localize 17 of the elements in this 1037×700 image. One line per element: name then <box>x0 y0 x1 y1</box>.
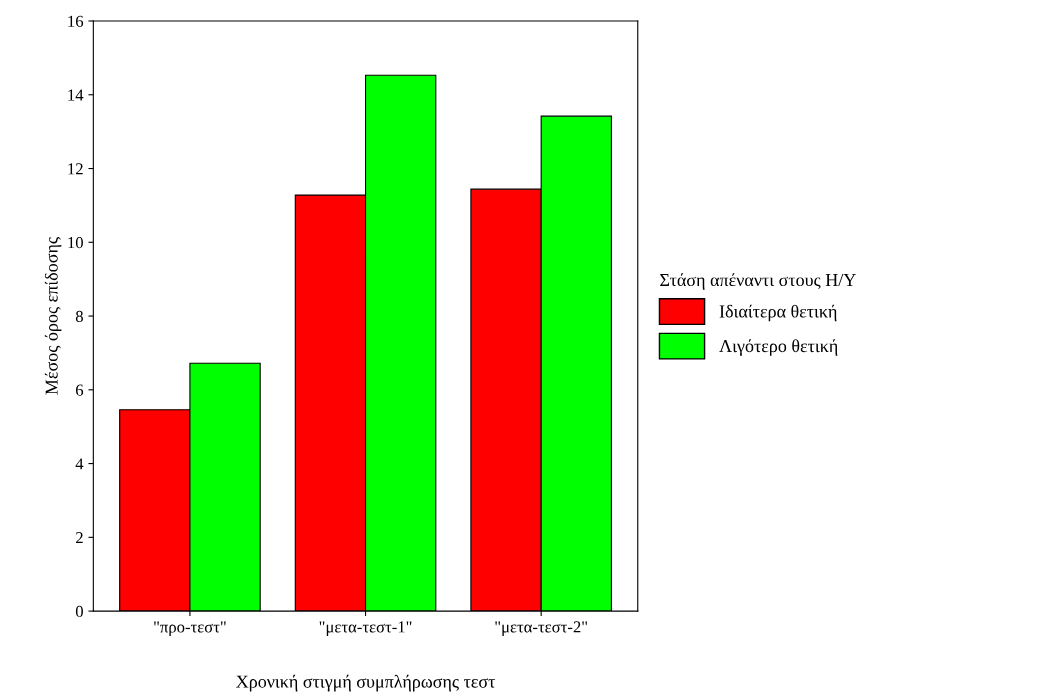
x-tick-label: "προ-τεστ" <box>154 621 226 636</box>
y-tick-label: 0 <box>75 605 83 618</box>
legend-title: Στάση απέναντι στους Η/Υ <box>660 273 856 290</box>
y-tick-label: 16 <box>68 15 84 27</box>
y-tick-label: 10 <box>68 236 83 249</box>
legend-label: Ιδιαίτερα θετική <box>719 304 837 322</box>
y-tick-label: 2 <box>76 532 83 544</box>
y-tick-label: 14 <box>68 89 84 101</box>
y-tick-label: 4 <box>75 458 84 470</box>
x-axis-title: Χρονική στιγμή συμπλήρωσης τεστ <box>236 674 495 692</box>
y-tick-label: 8 <box>75 310 83 322</box>
y-tick-label: 12 <box>68 163 83 175</box>
y-axis-title: Μέσος όρος επίδοσης <box>44 237 62 395</box>
y-tick-label: 6 <box>75 384 84 396</box>
legend-label: Λιγότερο θετική <box>719 339 838 356</box>
x-tick-label: "μετα-τεστ-2" <box>495 621 588 636</box>
x-tick-label: "μετα-τεστ-1" <box>319 621 412 636</box>
